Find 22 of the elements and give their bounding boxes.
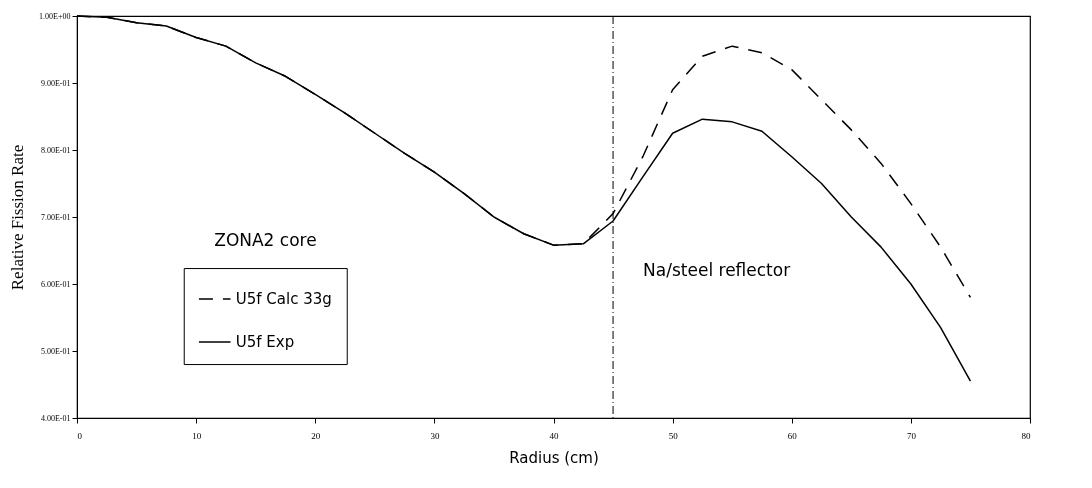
legend-label: U5f Exp [235,333,295,352]
x-tick-label: 10 [192,430,202,441]
y-tick-label: 7.00E-01 [40,212,71,222]
x-tick-label: 20 [311,430,321,441]
x-tick-label: 30 [430,430,440,441]
annotation: ZONA2 core [214,230,317,251]
y-tick-label: 9.00E-01 [40,78,71,88]
y-tick-label: 1.00E+00 [39,11,71,21]
x-tick-label: 70 [906,430,917,441]
x-tick-label: 80 [1021,430,1031,441]
x-tick-label: 50 [668,430,679,441]
y-tick-label: 4.00E-01 [40,413,71,423]
x-tick-label: 40 [549,430,559,441]
y-tick-label: 6.00E-01 [40,279,71,289]
annotation: Na/steel reflector [643,260,791,281]
y-tick-label: 5.00E-01 [40,346,71,356]
x-tick-label: 60 [787,430,798,441]
legend-label: U5f Calc 33g [235,290,332,309]
x-axis-title: Radius (cm) [509,448,599,467]
y-tick-label: 8.00E-01 [40,145,71,155]
y-axis-title: Relative Fission Rate [8,144,28,291]
x-tick-label: 0 [77,430,83,441]
